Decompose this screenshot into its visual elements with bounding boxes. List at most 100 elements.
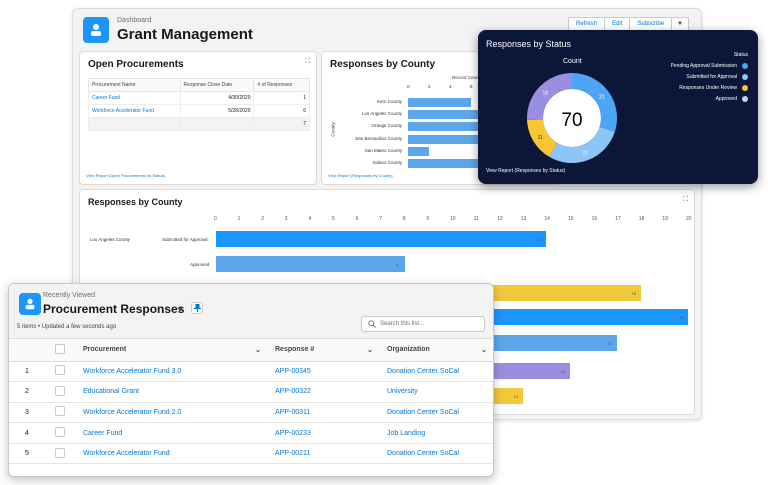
county-bar[interactable] (408, 134, 492, 144)
row-checkbox[interactable] (55, 385, 65, 396)
response-link[interactable]: APP-00345 (269, 361, 381, 383)
table-row: 7 (88, 117, 310, 131)
search-input[interactable]: Search this list... (361, 316, 485, 332)
row-checkbox[interactable] (55, 406, 65, 417)
donut-slice[interactable] (527, 118, 558, 157)
open-procurements-title: Open Procurements (88, 59, 184, 70)
pin-icon[interactable] (191, 302, 203, 314)
small-tick: 6 (470, 84, 473, 89)
view-report-link[interactable]: View Report (Open Procurements by Status… (86, 173, 166, 178)
row-checkbox[interactable] (55, 365, 65, 376)
small-ylabel: County (330, 122, 336, 137)
county-bar[interactable] (408, 159, 492, 168)
chevron-down-icon[interactable]: ▼ (672, 17, 689, 31)
donut-slice-label: 11 (538, 135, 543, 141)
procurement-link[interactable]: Workforce Accelerator Fund 3.0 (77, 361, 269, 383)
expand-icon[interactable]: ⛶ (305, 58, 310, 65)
row-checkbox[interactable] (55, 447, 65, 458)
procurement-link[interactable]: Workforce Accelerator Fund 2.0 (77, 402, 269, 424)
view-report-link[interactable]: View Report (Responses by County) (328, 173, 393, 178)
table-row: 5 Workforce Accelerator Fund APP-00211 D… (9, 443, 493, 465)
axis-tick-label: 8 (402, 216, 406, 222)
dashboard-actions: Refresh Edit Subscribe ▼ (568, 17, 689, 31)
small-tick: 2 (428, 84, 431, 89)
chevron-down-icon[interactable]: ⌄ (255, 346, 261, 354)
procurement-link[interactable]: Career Fund (88, 91, 181, 105)
row-select (49, 381, 77, 403)
organization-link[interactable]: University (381, 381, 493, 403)
legend-item: Responses Under Review (679, 85, 748, 91)
procurement-responses-list: Recently Viewed Procurement Responses ▼ … (8, 283, 494, 477)
axis-tick-label: 0 (214, 216, 217, 222)
axis-tick-label: 9 (426, 216, 430, 222)
organization-link[interactable]: Donation Center SoCal (381, 361, 493, 383)
column-header[interactable]: Procurement Name (88, 78, 181, 92)
axis-tick-label: 18 (638, 216, 645, 222)
refresh-button[interactable]: Refresh (568, 17, 606, 31)
procurement-link[interactable]: Workforce Accelerator Fund (77, 443, 269, 465)
subscribe-button[interactable]: Subscribe (630, 17, 673, 31)
search-placeholder: Search this list... (380, 321, 425, 327)
organization-link[interactable]: Donation Center SoCal (381, 443, 493, 465)
status-donut-chart: 70 21 20 11 18 (527, 73, 617, 163)
organization-link[interactable]: Job Landing (381, 422, 493, 444)
axis-tick-label: 7 (379, 216, 382, 222)
list-header: Recently Viewed Procurement Responses ▼ … (9, 284, 493, 339)
response-link[interactable]: APP-00322 (269, 381, 381, 403)
column-header-organization[interactable]: Organization ⌄ (381, 339, 493, 362)
axis-tick-label: 3 (284, 216, 288, 222)
list-view-chevron-icon[interactable]: ▼ (176, 305, 184, 314)
county-bar[interactable] (216, 231, 547, 247)
procurement-link[interactable]: Workforce Accelerator Fund (88, 104, 181, 118)
column-header-response[interactable]: Response # ⌄ (269, 339, 381, 362)
bar-value-label: 15 (561, 369, 566, 374)
legend-label: Pending Approval Submission (670, 63, 737, 69)
legend-dot (742, 63, 748, 69)
row-checkbox[interactable] (55, 427, 65, 438)
response-link[interactable]: APP-00233 (269, 422, 381, 444)
view-report-link[interactable]: View Report (Responses by Status) (486, 168, 566, 174)
donut-slice[interactable] (548, 126, 615, 163)
donut-slice[interactable] (571, 73, 617, 132)
donut-slice-label: 18 (542, 90, 548, 96)
procurement-link[interactable]: Educational Grant (77, 381, 269, 403)
table-row: Career Fund 4/30/2020 1 (88, 91, 310, 105)
edit-button[interactable]: Edit (605, 17, 631, 31)
row-number: 2 (9, 381, 49, 403)
response-link[interactable]: APP-00311 (269, 402, 381, 424)
column-header[interactable]: # of Responses (253, 78, 310, 92)
county-bar[interactable] (408, 98, 471, 107)
axis-tick-label: 14 (544, 216, 550, 222)
column-header[interactable]: Response Close Date (179, 78, 255, 92)
count-label: Count (563, 58, 582, 65)
axis-tick-label: 19 (662, 216, 668, 222)
chevron-down-icon[interactable]: ⌄ (481, 346, 487, 354)
row-number: 3 (9, 402, 49, 424)
county-bar[interactable] (408, 146, 429, 156)
column-header-procurement[interactable]: Procurement ⌄ (77, 339, 269, 362)
small-tick: 4 (449, 84, 452, 89)
select-all-header (49, 339, 77, 362)
close-date (179, 117, 255, 131)
legend-item: Pending Approval Submission (671, 63, 748, 69)
donut-slice[interactable] (527, 73, 573, 121)
table-row: 1 Workforce Accelerator Fund 3.0 APP-003… (9, 361, 493, 383)
table-row: 4 Career Fund APP-00233 Job Landing (9, 422, 493, 444)
row-number: 5 (9, 443, 49, 465)
legend-dot (742, 74, 748, 80)
expand-icon[interactable]: ⛶ (683, 196, 688, 203)
response-link[interactable]: APP-00211 (269, 443, 381, 465)
column-label: Response # (275, 345, 315, 353)
county-axis-label: San Mateo County (364, 147, 402, 153)
chevron-down-icon[interactable]: ⌄ (367, 346, 373, 354)
bar-value-label: 8 (395, 262, 399, 267)
table-row: 2 Educational Grant APP-00322 University (9, 381, 493, 403)
county-bar[interactable] (408, 122, 492, 132)
county-bar[interactable] (216, 256, 405, 272)
county-bar[interactable] (408, 110, 482, 120)
select-all-checkbox[interactable] (55, 343, 65, 354)
procurement-link[interactable]: Career Fund (77, 422, 269, 444)
organization-link[interactable]: Donation Center SoCal (381, 402, 493, 424)
donut-center (543, 89, 601, 147)
status-card: Responses by Status Count 70 21 20 11 18 St… (478, 30, 758, 184)
